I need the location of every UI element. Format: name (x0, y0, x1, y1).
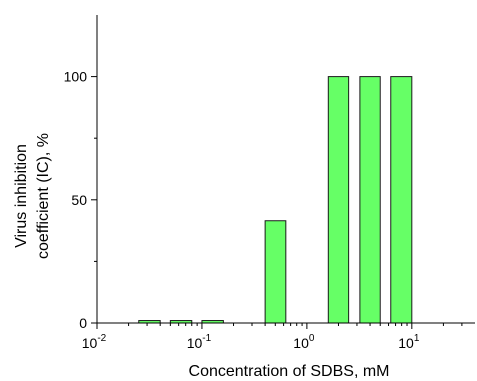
y-tick-label: 50 (71, 192, 87, 208)
x-tick-label: 10-1 (187, 333, 212, 351)
y-tick-label: 100 (64, 69, 88, 85)
y-tick-label: 0 (79, 315, 87, 331)
y-axis-title: Virus inhibition coefficient (IC), % (13, 133, 52, 259)
x-tick-label-base: 10 (398, 335, 414, 351)
x-tick-label-base: 10 (187, 335, 203, 351)
x-tick-label-exponent: -2 (97, 333, 106, 344)
x-tick-label: 100 (293, 333, 315, 351)
x-tick-label: 101 (398, 333, 420, 351)
y-axis-title-line2: coefficient (IC), % (35, 133, 52, 259)
bar-5 (359, 76, 381, 324)
bar-6 (390, 76, 413, 324)
x-tick-label-exponent: 1 (414, 333, 420, 344)
y-axis-title-line1: Virus inhibition (13, 144, 30, 248)
x-tick-label-base: 10 (82, 335, 98, 351)
x-tick-label-exponent: -1 (202, 333, 211, 344)
x-tick-label-exponent: 0 (309, 333, 315, 344)
x-ticks-group: 10-2 10-1 100 101 (82, 323, 463, 351)
x-tick-label-base: 10 (293, 335, 309, 351)
x-axis-title: Concentration of SDBS, mM (189, 363, 390, 380)
y-ticks-group: 0 50 100 (64, 69, 97, 331)
bar-3 (264, 220, 287, 324)
bars-group (138, 76, 413, 324)
bar-4 (327, 76, 350, 324)
x-tick-label: 10-2 (82, 333, 107, 351)
